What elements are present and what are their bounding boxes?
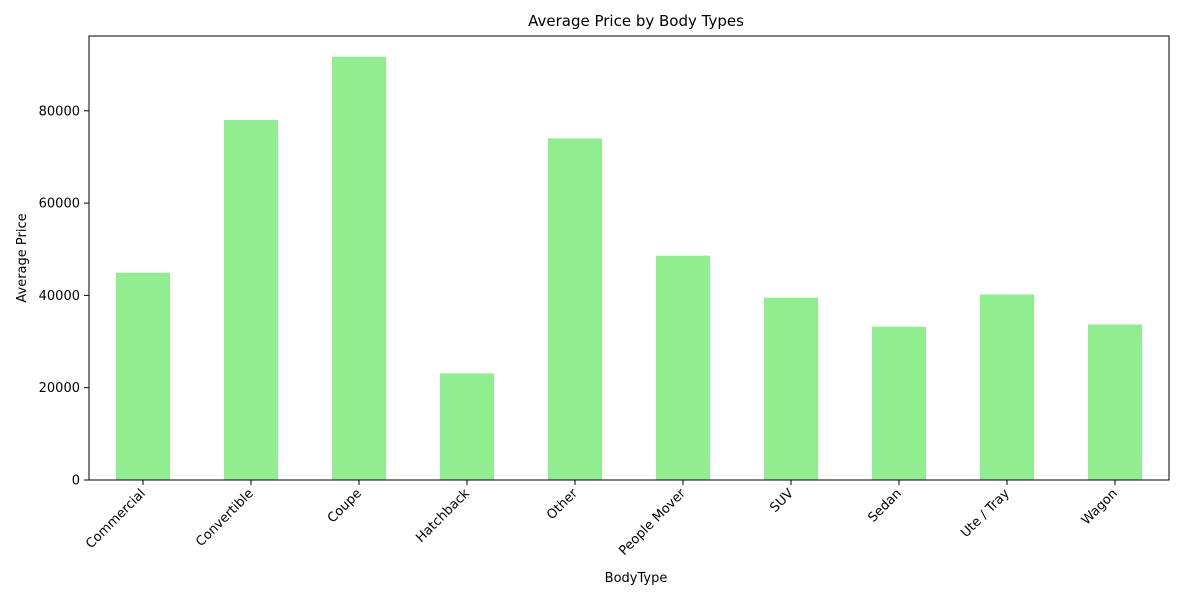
bar-ute-tray xyxy=(980,294,1034,480)
chart-title: Average Price by Body Types xyxy=(528,12,744,30)
bar-coupe xyxy=(332,56,386,481)
x-tick-label: Other xyxy=(544,486,581,523)
x-axis-label: BodyType xyxy=(605,571,668,586)
x-tick-label: SUV xyxy=(767,486,797,516)
x-tick-label: Ute / Tray xyxy=(958,486,1013,541)
bar-other xyxy=(548,138,602,480)
y-tick-label: 20000 xyxy=(39,381,80,396)
bar-convertible xyxy=(224,120,278,480)
bar-commercial xyxy=(116,272,170,480)
bar-hatchback xyxy=(440,373,494,480)
x-axis: Commercial Convertible Coupe Hatchback Other… xyxy=(83,480,1121,559)
plot-frame xyxy=(88,35,1170,481)
y-tick-label: 80000 xyxy=(39,104,80,119)
x-tick-label: Convertible xyxy=(193,486,257,550)
bar-wagon xyxy=(1088,324,1142,480)
y-axis: 0 20000 40000 60000 80000 xyxy=(39,104,89,489)
bar-suv xyxy=(764,297,818,480)
x-tick-label: People Mover xyxy=(616,486,689,559)
x-tick-label: Hatchback xyxy=(413,486,473,546)
x-tick-label: Commercial xyxy=(83,486,149,552)
bar-people-mover xyxy=(656,255,710,480)
y-tick-label: 60000 xyxy=(39,197,80,212)
y-tick-label: 40000 xyxy=(39,289,80,304)
x-tick-label: Sedan xyxy=(865,486,904,525)
x-tick-label: Coupe xyxy=(325,486,365,526)
bars-group xyxy=(116,56,1142,481)
y-axis-label: Average Price xyxy=(15,213,30,302)
y-tick-label: 0 xyxy=(72,474,80,489)
x-tick-label: Wagon xyxy=(1079,486,1121,528)
bar-sedan xyxy=(872,326,926,480)
